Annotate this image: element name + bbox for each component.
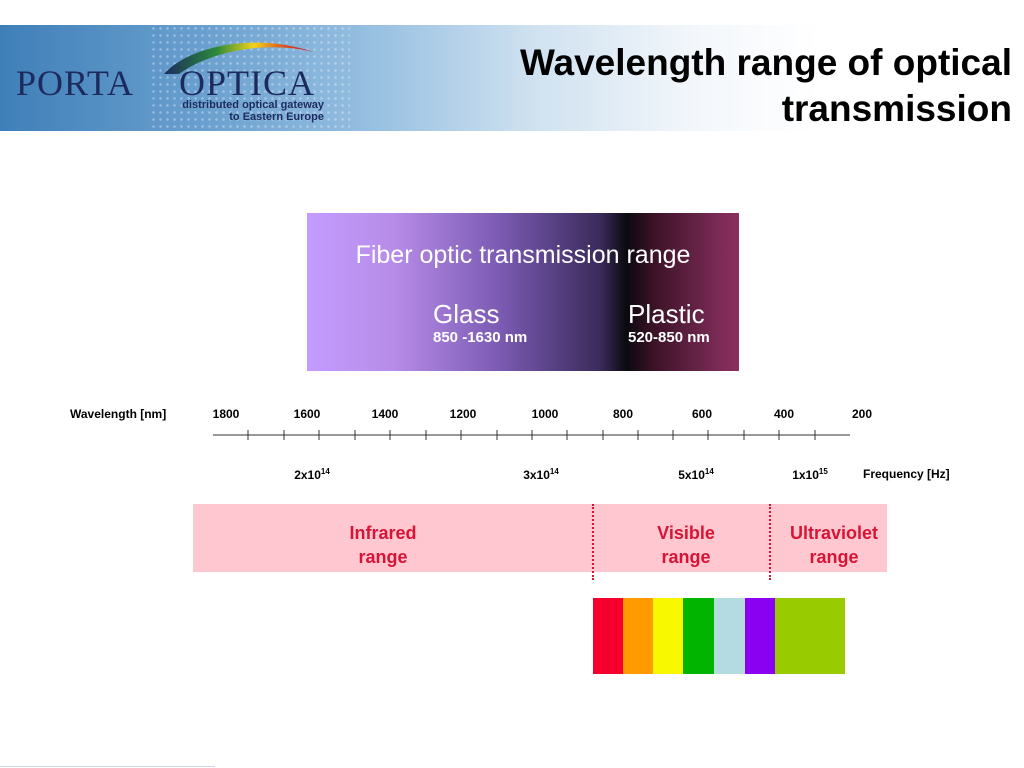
frequency-tick-mantissa: 3x10 [523, 468, 550, 482]
logo-word-porta: PORTA [16, 63, 134, 103]
frequency-tick-label: 1x1015 [792, 467, 828, 482]
wavelength-tick-label: 400 [773, 407, 795, 421]
plastic-range-value: 520-850 nm [628, 329, 710, 346]
wavelength-tick-label: 1400 [371, 407, 399, 421]
logo-swoosh [164, 42, 314, 74]
visible-label-line1: Visible [657, 523, 715, 543]
wavelength-tick-label: 200 [851, 407, 873, 421]
wavelength-tick-label: 1200 [449, 407, 477, 421]
slide-title-line1: Wavelength range of optical [519, 42, 1012, 83]
frequency-tick-label: 2x1014 [294, 467, 330, 482]
spectrum-color-bar [623, 598, 653, 674]
ultraviolet-label-line2: range [809, 547, 859, 567]
logo-tagline-line2: to Eastern Europe [229, 111, 324, 123]
spectrum-color-bar [593, 598, 623, 674]
glass-label: Glass [433, 299, 500, 329]
spectrum-color-bar [714, 598, 745, 674]
frequency-tick-exponent: 14 [549, 467, 559, 476]
frequency-tick-mantissa: 5x10 [678, 468, 705, 482]
visible-label-line2: range [661, 547, 711, 567]
frequency-tick-label: 5x1014 [678, 467, 714, 482]
infrared-visible-divider [592, 504, 594, 580]
porta-optica-logo: PORTA OPTICA distributed optical gateway… [14, 32, 344, 127]
frequency-tick-exponent: 14 [320, 467, 330, 476]
glass-range: Glass 850 -1630 nm [433, 299, 527, 347]
spectrum-color-bar [775, 598, 845, 674]
visible-range-label: Visible range [621, 521, 751, 569]
fiber-range-title: Fiber optic transmission range [355, 241, 691, 269]
wavelength-tick-label: 1800 [212, 407, 240, 421]
wavelength-tick-label: 600 [691, 407, 713, 421]
logo-word-optica: OPTICA [179, 63, 316, 103]
frequency-tick-exponent: 14 [704, 467, 714, 476]
frequency-tick-mantissa: 1x10 [792, 468, 819, 482]
ultraviolet-label-line1: Ultraviolet [789, 523, 879, 543]
frequency-tick-mantissa: 2x10 [294, 468, 321, 482]
slide-title: Wavelength range of optical transmission [452, 40, 1012, 132]
visible-ultraviolet-divider [769, 504, 771, 580]
ultraviolet-range-label: Ultraviolet range [769, 521, 899, 569]
slide-title-line2: transmission [781, 88, 1012, 129]
infrared-range-label: Infrared range [318, 521, 448, 569]
plastic-label: Plastic [628, 299, 705, 329]
frequency-tick-exponent: 15 [818, 467, 828, 476]
glass-range-value: 850 -1630 nm [433, 329, 528, 346]
wavelength-axis-label: Wavelength [nm] [70, 407, 167, 421]
infrared-label-line1: Infrared [349, 523, 417, 543]
wavelength-tick-label: 1000 [531, 407, 559, 421]
logo-tagline: distributed optical gateway to Eastern E… [182, 99, 324, 123]
logo-tagline-line1: distributed optical gateway [182, 99, 324, 111]
spectrum-color-bar [653, 598, 683, 674]
range-band [193, 504, 887, 572]
fiber-range-box: Fiber optic transmission range Glass 850… [307, 213, 739, 371]
plastic-range: Plastic 520-850 nm [628, 299, 710, 347]
infrared-label-line2: range [358, 547, 408, 567]
spectrum-color-bar [683, 598, 714, 674]
header-banner [0, 25, 1024, 131]
footer-line [0, 766, 215, 767]
spectrum-color-bar [745, 598, 775, 674]
frequency-axis-label: Frequency [Hz] [863, 467, 950, 481]
wavelength-tick-label: 800 [612, 407, 634, 421]
wavelength-tick-label: 1600 [293, 407, 321, 421]
frequency-tick-label: 3x1014 [523, 467, 559, 482]
